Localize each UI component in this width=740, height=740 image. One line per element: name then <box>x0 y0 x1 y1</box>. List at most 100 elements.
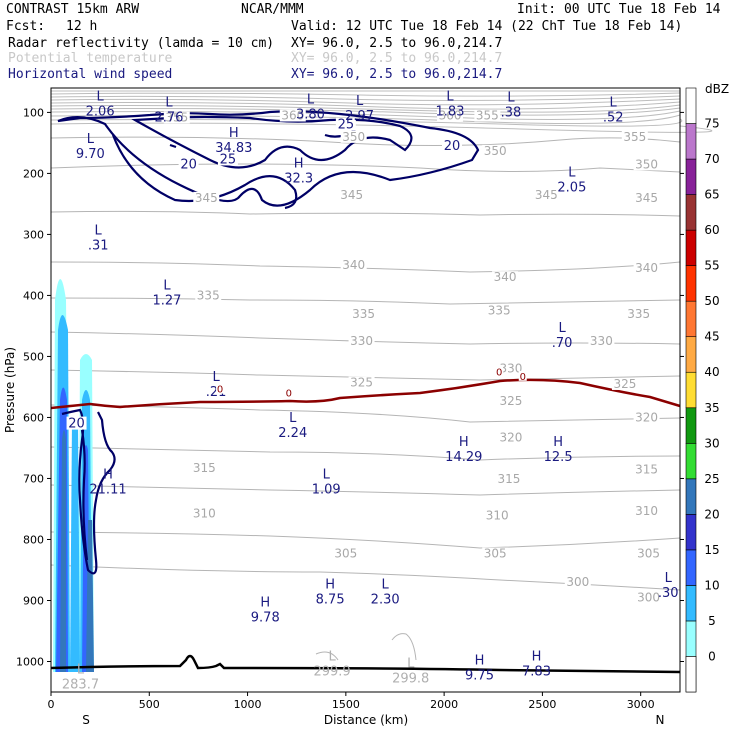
theta-label-bg <box>633 504 660 517</box>
extremum-type: H <box>475 654 485 669</box>
x-tick-label: 1000 <box>234 698 262 711</box>
extremum-value: 2.24 <box>278 426 307 441</box>
freezing-level-label: 0 <box>496 368 502 379</box>
x-axis-label: Distance (km) <box>324 713 408 727</box>
theta-contour-label: 325 <box>350 376 373 390</box>
theta-contour-label: 355 <box>623 130 646 144</box>
extremum-type: H <box>103 468 113 483</box>
colorbar-swatch <box>685 549 697 586</box>
extrema-layer: L2.06L2.76L3.80L2.97L1.83L.38L.52L9.70H3… <box>62 89 679 692</box>
extremum-type: L <box>95 223 103 238</box>
y-tick-label: 300 <box>23 228 44 241</box>
wind-contour-label: 20 <box>180 157 197 172</box>
y-tick-label: 600 <box>23 411 44 424</box>
theta-label-bg <box>588 335 615 348</box>
theta-contour-label: 305 <box>484 547 507 561</box>
y-tick-label: 400 <box>23 289 44 302</box>
colorbar-tick-label: 0 <box>708 649 716 663</box>
theta-label-bg <box>163 111 190 124</box>
x-tick-label: 0 <box>48 698 55 711</box>
x-tick-label: 3000 <box>627 698 655 711</box>
theta-label-bg <box>497 431 524 444</box>
colorbar-tick-label: 35 <box>704 401 719 415</box>
x-tick-label: 2000 <box>430 698 458 711</box>
center-label: NCAR/MMM <box>241 2 304 17</box>
freezing-label-bg <box>495 366 504 377</box>
theta-label-bg <box>564 576 591 589</box>
wind-contour-label: 20 <box>68 417 85 432</box>
freezing-label-layer: 0 0 0 0 <box>216 366 527 399</box>
colorbar-swatch <box>685 158 697 195</box>
colorbar-swatch <box>685 229 697 266</box>
model-title: CONTRAST 15km ARW <box>6 2 139 17</box>
extremum-type: H <box>229 126 239 141</box>
y-tick-label: 700 <box>23 472 44 485</box>
theta-contour-label: 360 <box>439 109 462 123</box>
colorbar-tick-label: 65 <box>704 188 719 202</box>
colorbar-top-cap <box>685 87 697 124</box>
extremum-type: L <box>507 90 515 105</box>
extremum-value: .31 <box>88 238 109 253</box>
wind-label-bg <box>178 157 199 171</box>
theta-label-bg <box>348 376 375 389</box>
extremum-type: L <box>289 411 297 426</box>
field-xy-theta: XY= 96.0, 2.5 to 96.0,214.7 <box>291 51 502 66</box>
theta-label-bg <box>633 463 660 476</box>
theta-label-bg <box>633 411 660 424</box>
extremum-type: L <box>382 577 390 592</box>
theta-contour-label: 320 <box>635 411 658 425</box>
theta-contour-label: 305 <box>334 547 357 561</box>
x-tick-label: 2500 <box>528 698 556 711</box>
theta-label-bg <box>332 547 359 560</box>
colorbar-tick-label: 55 <box>704 259 719 273</box>
extremum-type: L <box>558 321 566 336</box>
theta-contour-label: 300 <box>566 575 589 589</box>
theta-contour-label: 345 <box>635 191 658 205</box>
y-tick-label: 100 <box>23 106 44 119</box>
x-axis-end-label: N <box>656 713 665 727</box>
wind-label-bg <box>217 152 238 166</box>
extremum-value: .30 <box>658 586 679 601</box>
theta-label-bg <box>437 109 464 122</box>
theta-contour-label: 315 <box>498 472 521 486</box>
colorbar: dBZ 0 5 10 15 20 25 30 35 40 45 50 55 60 65 70 75 <box>685 82 729 693</box>
theta-contour-label: 305 <box>637 547 660 561</box>
freezing-level-label: 0 <box>217 385 223 396</box>
theta-contour-label: 345 <box>195 191 218 205</box>
theta-label-bg <box>474 109 501 122</box>
field-xy-wind: XY= 96.0, 2.5 to 96.0,214.7 <box>291 67 502 82</box>
theta-contour-label: 300 <box>637 590 660 604</box>
theta-label-bg <box>191 462 218 475</box>
theta-contour-label: 350 <box>635 157 658 171</box>
freezing-label-bg <box>216 383 225 394</box>
theta-contour-label: 340 <box>494 270 517 284</box>
colorbar-tick-label: 40 <box>704 365 719 379</box>
colorbar-swatch <box>685 620 697 657</box>
theta-label-bg <box>193 191 220 204</box>
theta-label-bg <box>279 109 306 122</box>
colorbar-tick-label: 30 <box>704 436 719 450</box>
extremum-value: 2.05 <box>557 181 586 196</box>
colorbar-swatch <box>685 300 697 338</box>
freezing-level-line <box>50 378 681 410</box>
extremum-value: 32.3 <box>284 171 313 186</box>
extremum-value: 1.09 <box>312 483 341 498</box>
colorbar-unit: dBZ <box>705 82 729 96</box>
theta-label-bg <box>340 258 367 271</box>
extremum-type: L <box>568 166 576 181</box>
plot-frame <box>50 87 681 693</box>
extremum-value: .70 <box>552 336 573 351</box>
theta-label-bg <box>484 509 511 522</box>
theta-label-bg <box>633 262 660 275</box>
theta-label-bg <box>348 335 375 348</box>
theta-contour-label: 335 <box>627 307 650 321</box>
valid-label: Valid: 12 UTC Tue 18 Feb 14 (22 ChT Tue … <box>291 19 682 34</box>
field-name-reflectivity: Radar reflectivity (lamda = 10 cm) <box>8 36 274 51</box>
plot-area: 360 355 355 360 350 350 350 355 345 345 345 345 340 3… <box>50 87 713 693</box>
extremum-type: H <box>260 596 270 611</box>
theta-contour-label: 345 <box>535 188 558 202</box>
theta-contour-label: 310 <box>193 506 216 520</box>
colorbar-tick-label: 20 <box>704 507 719 521</box>
theta-label-bg <box>635 591 662 604</box>
